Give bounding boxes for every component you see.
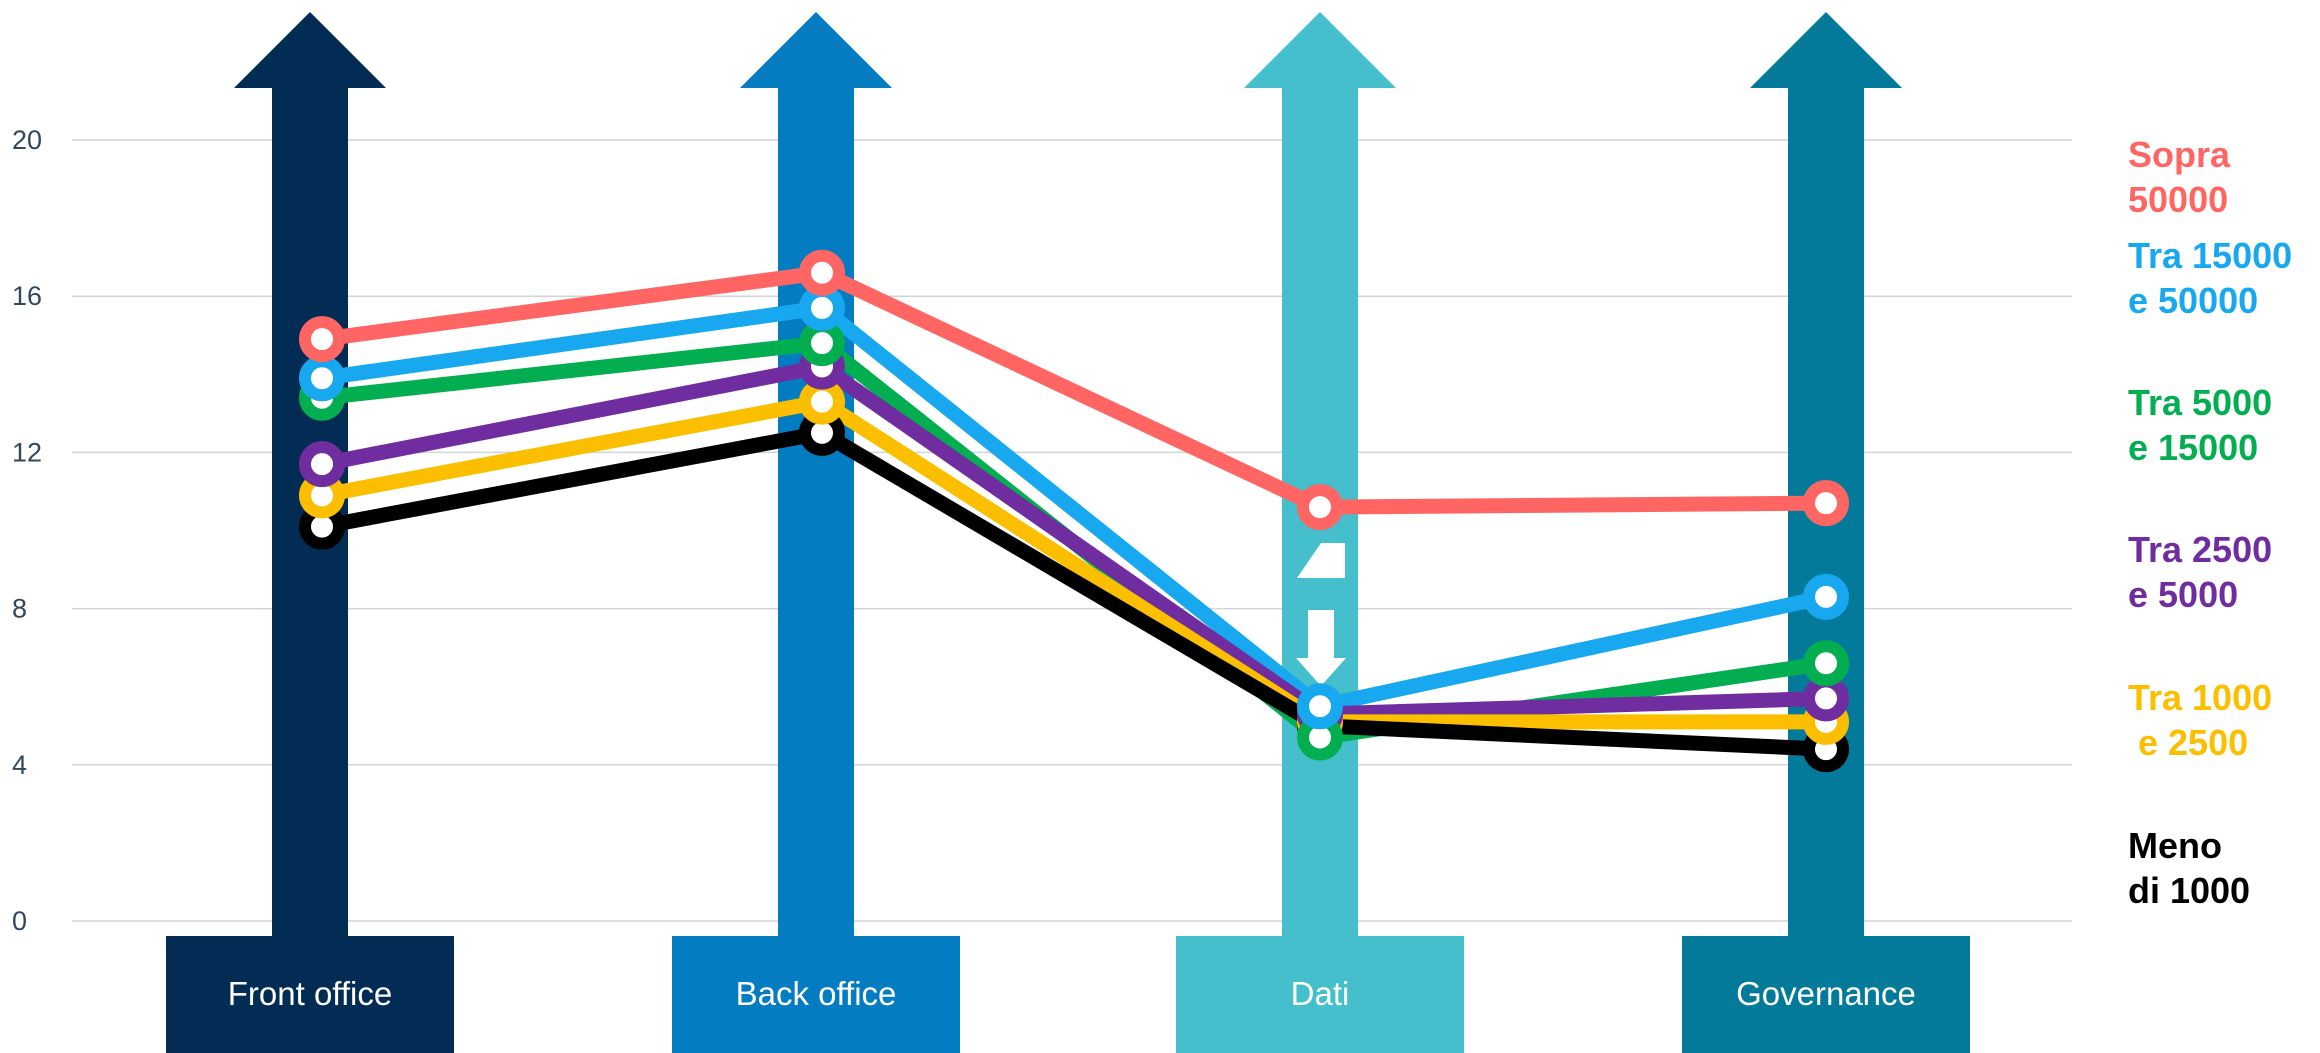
data-point bbox=[1803, 675, 1849, 722]
series-line bbox=[314, 394, 1834, 730]
gridlines bbox=[72, 139, 2072, 922]
legend-label: Tra 2500 bbox=[2128, 529, 2272, 570]
data-point bbox=[799, 249, 845, 296]
y-tick-label: 12 bbox=[12, 437, 42, 467]
y-tick-label: 16 bbox=[12, 281, 42, 311]
y-tick-label: 0 bbox=[12, 906, 27, 936]
legend-label: di 1000 bbox=[2128, 870, 2250, 911]
category-labels: Front office Back office Dati Governance bbox=[166, 936, 1970, 1053]
data-point bbox=[299, 441, 345, 488]
category-label: Governance bbox=[1736, 975, 1916, 1012]
data-point bbox=[1297, 484, 1343, 531]
data-point bbox=[299, 355, 345, 402]
down-arrow-icon bbox=[1296, 610, 1346, 686]
data-point bbox=[299, 316, 345, 363]
category-box bbox=[1176, 936, 1464, 1053]
category-label: Dati bbox=[1291, 975, 1350, 1012]
legend-label: e 50000 bbox=[2128, 280, 2258, 321]
legend-label: 50000 bbox=[2128, 179, 2228, 220]
category-arrow bbox=[1750, 12, 1902, 936]
legend-label: Tra 1000 bbox=[2128, 677, 2272, 718]
legend-label: Tra 15000 bbox=[2128, 235, 2292, 276]
data-point bbox=[799, 320, 845, 367]
up-arrow-icon bbox=[1297, 543, 1345, 578]
data-point bbox=[799, 378, 845, 425]
category-box bbox=[166, 936, 454, 1053]
category-label: Front office bbox=[228, 975, 392, 1012]
legend-label: Sopra bbox=[2128, 134, 2231, 175]
category-arrow bbox=[740, 12, 892, 936]
series-line bbox=[314, 265, 1834, 515]
data-point bbox=[799, 284, 845, 331]
legend-label: e 15000 bbox=[2128, 427, 2258, 468]
category-arrows bbox=[234, 12, 1902, 936]
y-tick-label: 8 bbox=[12, 594, 27, 624]
series-points bbox=[299, 249, 1849, 773]
y-axis-ticks: 0 4 8 12 16 20 bbox=[12, 125, 42, 936]
data-point bbox=[1803, 480, 1849, 527]
series-line bbox=[314, 300, 1834, 714]
change-arrows bbox=[1296, 543, 1346, 686]
legend-label: Tra 5000 bbox=[2128, 382, 2272, 423]
category-box bbox=[1682, 936, 1970, 1053]
series-line bbox=[314, 358, 1834, 722]
data-point bbox=[1803, 573, 1849, 620]
y-tick-label: 4 bbox=[12, 750, 27, 780]
series-line bbox=[314, 425, 1834, 757]
series-lines bbox=[314, 265, 1834, 757]
legend-label: e 2500 bbox=[2128, 722, 2248, 763]
category-box bbox=[672, 936, 960, 1053]
legend-label: e 5000 bbox=[2128, 574, 2238, 615]
category-label: Back office bbox=[736, 975, 897, 1012]
y-tick-label: 20 bbox=[12, 125, 42, 155]
data-point bbox=[1803, 640, 1849, 687]
data-point bbox=[1297, 683, 1343, 730]
legend-label: Meno bbox=[2128, 825, 2222, 866]
